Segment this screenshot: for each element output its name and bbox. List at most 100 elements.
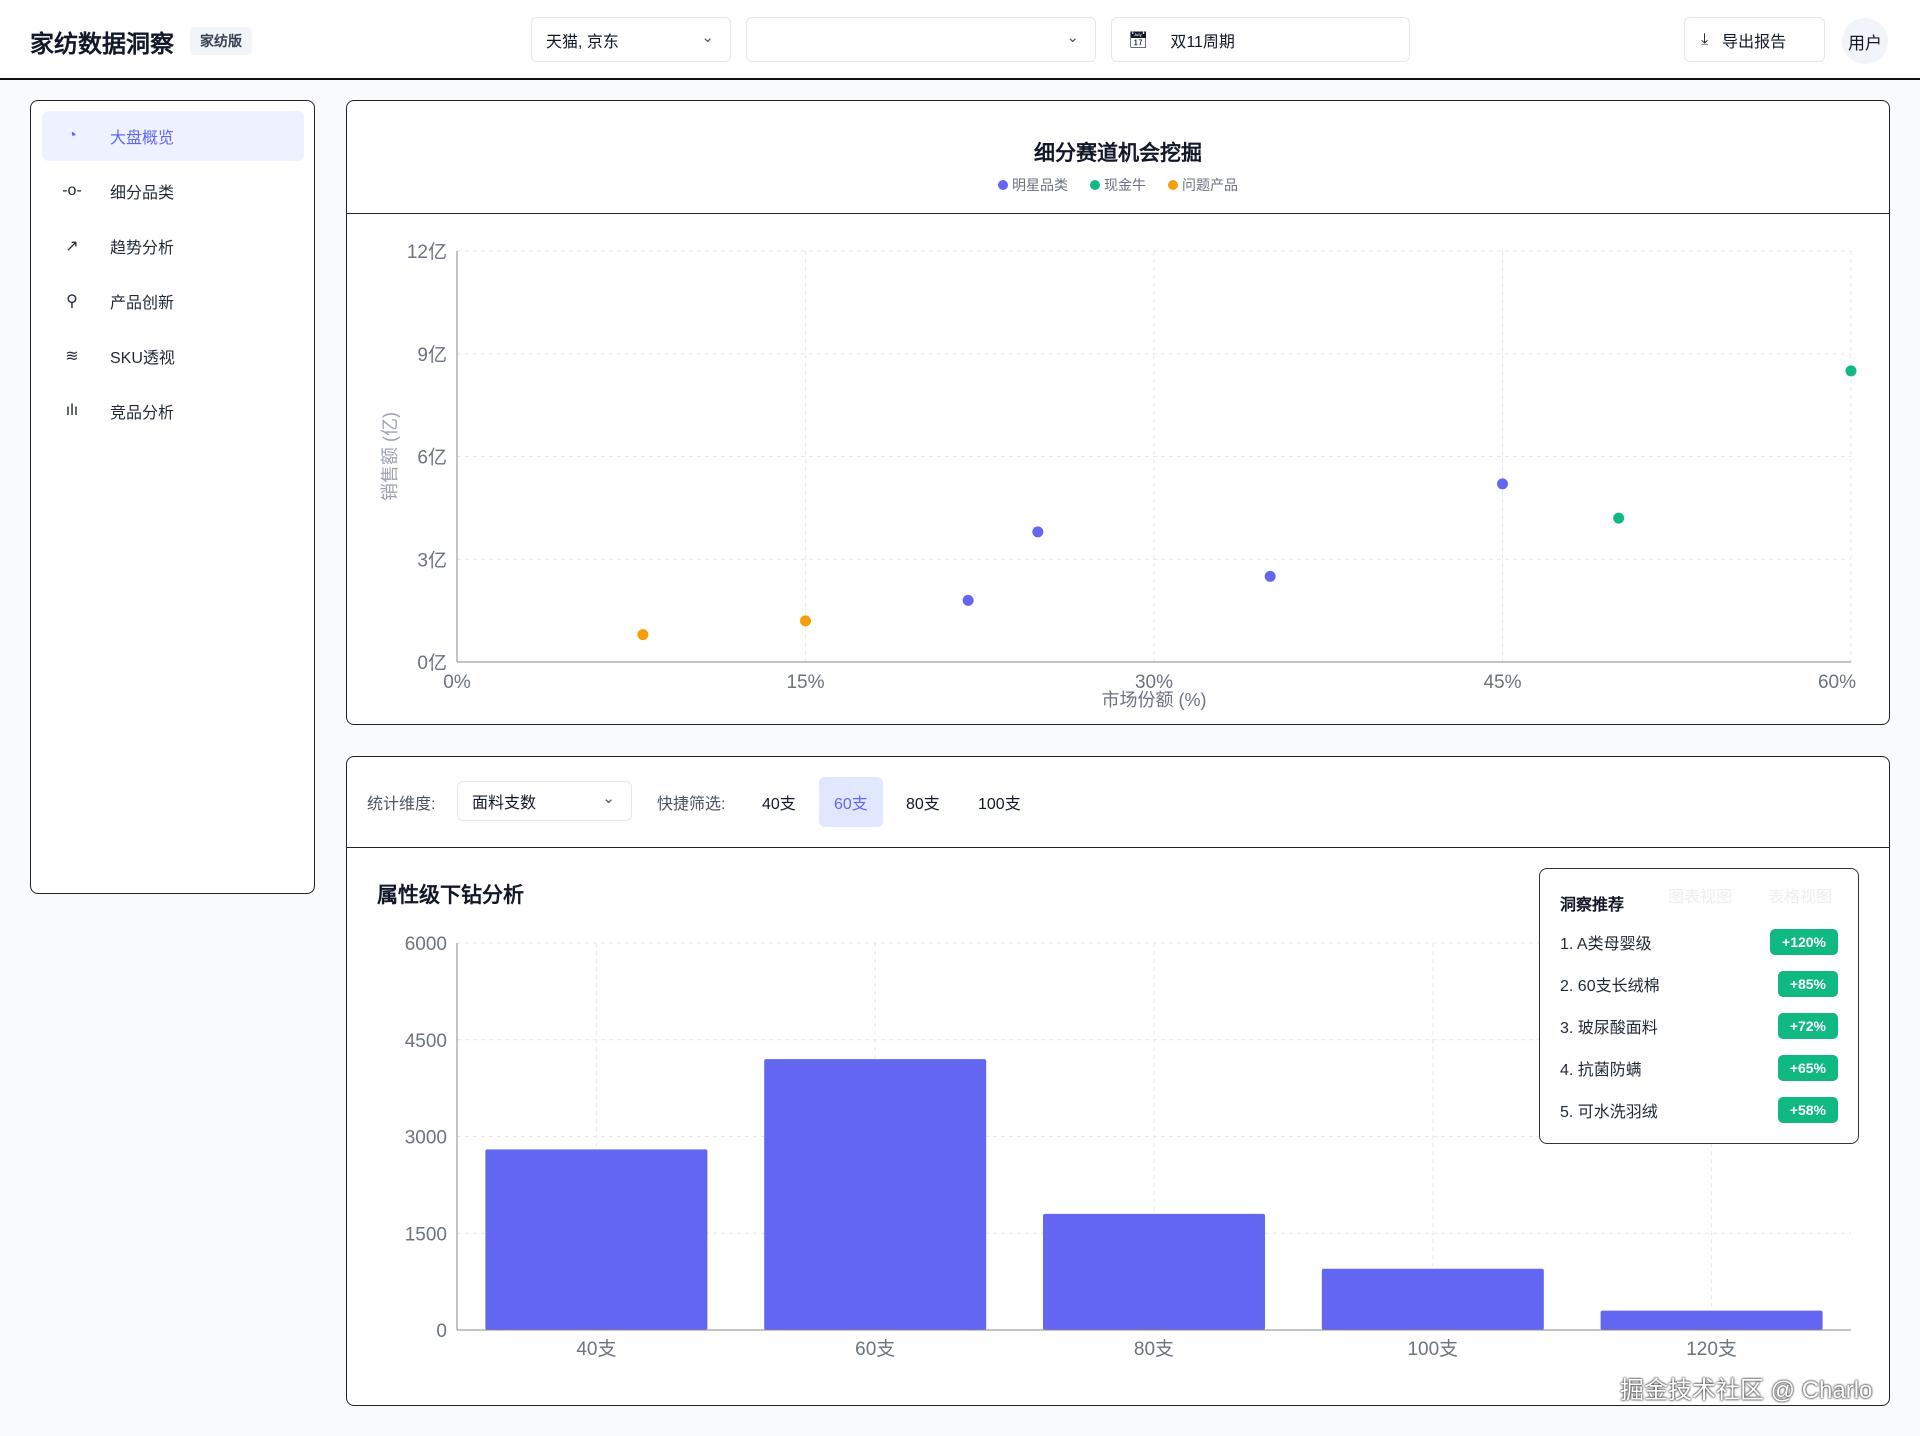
scatter-point [1845, 365, 1857, 377]
chip-100[interactable]: 100支 [978, 796, 1021, 813]
scatter-title: 细分赛道机会挖掘 [1034, 142, 1202, 165]
sidebar-item-innovation[interactable]: ⚲ 产品创新 [42, 276, 304, 326]
x-tick-label: 0% [443, 672, 471, 693]
faded-tab-table: 表格视图 [1768, 889, 1833, 906]
bar [764, 1059, 987, 1330]
sidebar-item-trends[interactable]: ↗ 趋势分析 [42, 221, 304, 271]
sidebar-item-competitors[interactable]: ılı 竞品分析 [42, 386, 304, 436]
y-tick-label: 4500 [405, 1031, 447, 1052]
top-header: 家纺数据洞察 家纺版 天猫, 京东 ⌄ ⌄ 📅︎ 双11周期 ⤓ 导出报告 用户 [0, 0, 1920, 80]
y-tick-label: 1500 [405, 1224, 447, 1245]
dimension-select-value: 面料支数 [472, 795, 537, 812]
x-tick-label: 120支 [1686, 1338, 1737, 1360]
bar [1043, 1213, 1265, 1330]
scatter-point [1497, 478, 1508, 490]
sidebar-item-label: 细分品类 [110, 185, 175, 202]
y-tick-label: 3亿 [417, 549, 447, 571]
scatter-legend: 明星品类 现金牛 问题产品 [347, 175, 1889, 195]
bar [485, 1149, 708, 1330]
user-avatar[interactable]: 用户 [1842, 18, 1888, 64]
y-axis-label: 销售额 (亿) [380, 412, 400, 501]
bar-chart: 0 1500 3000 4500 6000 40支 60支 80支 100支 120支 [405, 934, 1851, 1360]
chip-60[interactable]: 60支 [819, 777, 883, 827]
edition-badge: 家纺版 [190, 27, 252, 55]
search-icon: ⚲ [66, 293, 78, 310]
insight-item: 3. 玻尿酸面料 +72% [1560, 1013, 1838, 1039]
bar-chart-icon: ılı [65, 402, 79, 419]
y-tick-label: 0亿 [417, 652, 447, 674]
export-report-button[interactable]: ⤓ 导出报告 [1684, 17, 1825, 62]
download-icon: ⤓ [1701, 30, 1709, 48]
platform-select-value: 天猫, 京东 [546, 33, 619, 51]
chevron-down-icon: ⌄ [1066, 29, 1079, 46]
export-label: 导出报告 [1722, 33, 1787, 51]
insight-item: 1. A类母婴级 +120% [1560, 929, 1838, 955]
legend-item[interactable]: 明星品类 [998, 175, 1068, 195]
dimension-label: 统计维度: [367, 796, 436, 813]
growth-badge: +72% [1777, 1013, 1838, 1039]
x-tick-label: 15% [786, 672, 824, 693]
sidebar-item-segments[interactable]: -o- 细分品类 [42, 166, 304, 216]
scatter-point [637, 629, 649, 641]
category-select[interactable]: ⌄ [746, 17, 1096, 62]
scatter-point [1032, 526, 1044, 538]
watermark: 掘金技术社区 @ Charlo [1620, 1377, 1873, 1404]
y-tick-label: 3000 [405, 1128, 447, 1149]
sidebar-item-label: 趋势分析 [110, 240, 175, 257]
x-tick-label: 45% [1483, 672, 1521, 693]
growth-badge: +120% [1770, 929, 1838, 955]
dimension-select[interactable]: 面料支数 ⌄ [457, 781, 632, 821]
x-tick-label: 60支 [855, 1338, 895, 1360]
insight-title: 洞察推荐 [1560, 897, 1625, 914]
bar [1321, 1268, 1544, 1330]
commit-icon: -o- [62, 182, 82, 199]
growth-badge: +58% [1777, 1097, 1838, 1123]
insight-item: 2. 60支长绒棉 +85% [1560, 971, 1838, 997]
bar [1600, 1310, 1823, 1330]
chevron-down-icon: ⌄ [701, 29, 714, 46]
sidebar-item-label: 大盘概览 [110, 130, 175, 147]
scatter-point [1613, 512, 1625, 524]
scatter-point [800, 615, 811, 627]
y-tick-label: 6亿 [417, 447, 447, 469]
chip-40[interactable]: 40支 [762, 796, 796, 813]
y-tick-label: 9亿 [417, 344, 447, 366]
date-period-picker[interactable]: 📅︎ 双11周期 [1111, 17, 1410, 62]
sidebar-item-label: SKU透视 [110, 350, 175, 367]
bar-chart-title: 属性级下钻分析 [377, 884, 524, 907]
scatter-point [962, 594, 974, 606]
growth-badge: +65% [1777, 1055, 1838, 1081]
x-tick-label: 30% [1135, 672, 1173, 693]
sidebar-item-label: 产品创新 [110, 295, 175, 312]
platform-select[interactable]: 天猫, 京东 ⌄ [531, 17, 731, 62]
sidebar-item-overview[interactable]: ◔ 大盘概览 [42, 111, 304, 161]
insight-item: 5. 可水洗羽绒 +58% [1560, 1097, 1838, 1123]
x-tick-label: 100支 [1407, 1338, 1458, 1360]
faded-tab-chart: 图表视图 [1668, 889, 1733, 906]
scatter-card: 细分赛道机会挖掘 明星品类 现金牛 问题产品 [346, 100, 1890, 725]
legend-item[interactable]: 现金牛 [1090, 175, 1146, 195]
growth-badge: +85% [1777, 971, 1838, 997]
chip-80[interactable]: 80支 [906, 796, 940, 813]
quick-filter-label: 快捷筛选: [657, 796, 726, 813]
calendar-icon: 📅︎ [1128, 31, 1149, 49]
app-title: 家纺数据洞察 [30, 31, 174, 58]
x-axis-label: 市场份额 (%) [1102, 690, 1207, 710]
insight-panel: 洞察推荐 图表视图 表格视图 1. A类母婴级 +120% 2. 60支长绒棉 +8… [1539, 868, 1859, 1144]
sidebar: ◔ 大盘概览 -o- 细分品类 ↗ 趋势分析 ⚲ 产品创新 ≋ SKU透视 ılı 竞品分析 [30, 100, 315, 894]
sidebar-item-sku[interactable]: ≋ SKU透视 [42, 331, 304, 381]
chevron-down-icon: ⌄ [602, 790, 615, 807]
y-tick-label: 6000 [405, 934, 447, 955]
x-tick-label: 80支 [1134, 1338, 1174, 1360]
period-value: 双11周期 [1170, 33, 1235, 51]
legend-item[interactable]: 问题产品 [1168, 175, 1238, 195]
pie-chart-icon: ◔ [67, 127, 77, 144]
insight-item: 4. 抗菌防螨 +65% [1560, 1055, 1838, 1081]
y-tick-label: 12亿 [407, 241, 447, 263]
trending-up-icon: ↗ [65, 238, 79, 255]
layers-icon: ≋ [65, 348, 79, 365]
x-tick-label: 60% [1818, 672, 1856, 693]
x-tick-label: 40支 [576, 1338, 616, 1360]
sidebar-item-label: 竞品分析 [110, 405, 175, 422]
